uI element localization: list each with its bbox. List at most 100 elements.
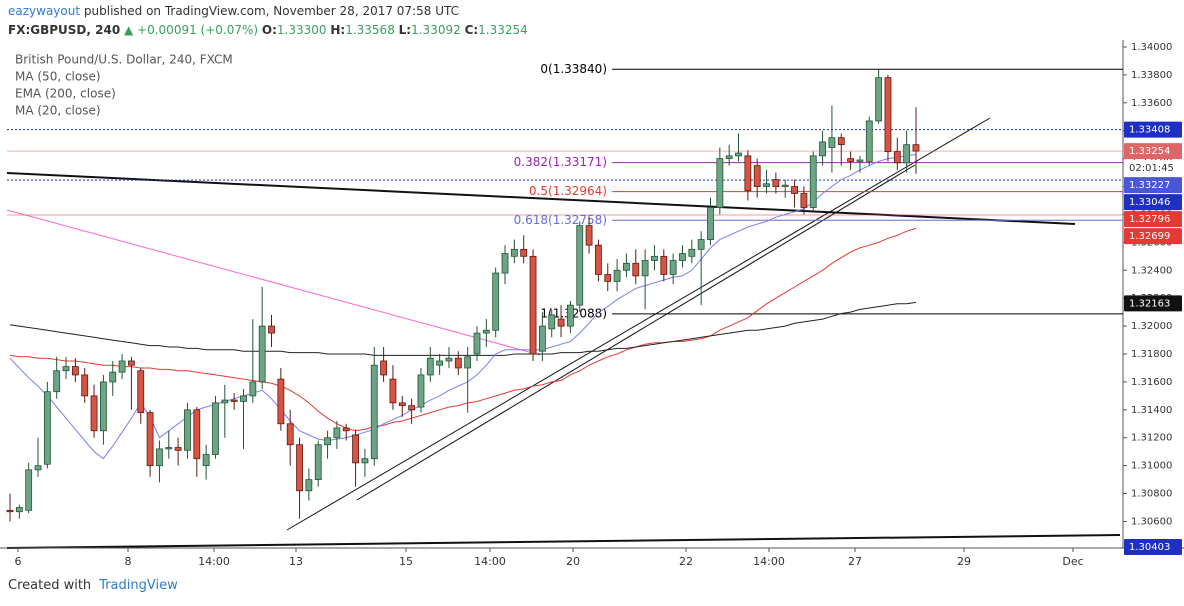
candle-body bbox=[202, 454, 210, 467]
candle-body bbox=[856, 159, 864, 162]
price-tag-label: 1.33227 bbox=[1129, 180, 1170, 191]
trend-line bbox=[356, 164, 916, 501]
candle-body bbox=[809, 155, 817, 208]
candle-body bbox=[34, 465, 42, 471]
candle-body bbox=[100, 381, 107, 432]
legend-entry: MA (50, close) bbox=[15, 70, 101, 84]
candle-body bbox=[6, 509, 14, 513]
candle-body bbox=[529, 255, 537, 355]
candle-body bbox=[361, 458, 369, 464]
candle-body bbox=[43, 391, 51, 465]
candle-body bbox=[651, 255, 658, 261]
y-tick-label: 1.31400 bbox=[1131, 405, 1172, 416]
x-tick-label: 20 bbox=[566, 555, 580, 568]
candle-body bbox=[473, 332, 481, 355]
candle-body bbox=[240, 395, 247, 402]
candle-body bbox=[370, 364, 378, 460]
y-tick-label: 1.33800 bbox=[1131, 70, 1172, 81]
candle-body bbox=[156, 448, 163, 467]
candle-body bbox=[258, 325, 266, 383]
low: 1.33092 bbox=[411, 23, 461, 37]
o-label: O: bbox=[261, 23, 277, 37]
candle-body bbox=[417, 374, 425, 408]
candle-body bbox=[903, 144, 911, 164]
candle-body bbox=[296, 444, 303, 492]
x-tick-label: Dec bbox=[1062, 555, 1083, 568]
price-tag bbox=[1124, 211, 1182, 228]
fib-label: 0.5(1.32964) bbox=[529, 184, 607, 198]
published: published on TradingView.com, November 2… bbox=[83, 4, 459, 18]
x-tick-label: 29 bbox=[957, 555, 971, 568]
change: ▲ +0.00091 (+0.07%) bbox=[124, 23, 259, 37]
candle-body bbox=[912, 144, 920, 152]
price-tag bbox=[1124, 295, 1182, 312]
candle-body bbox=[71, 366, 79, 376]
candle-body bbox=[324, 437, 331, 446]
candle-body bbox=[482, 329, 490, 334]
x-tick-label: 22 bbox=[679, 555, 693, 568]
candle-body bbox=[744, 155, 752, 192]
candle-body bbox=[847, 158, 854, 162]
y-tick-label: 1.33600 bbox=[1131, 98, 1172, 109]
y-tick-label: 1.32000 bbox=[1131, 321, 1172, 332]
candle-body bbox=[501, 253, 509, 274]
candle-body bbox=[819, 141, 826, 157]
candle-body bbox=[669, 260, 677, 275]
candle-body bbox=[25, 469, 33, 511]
candle-body bbox=[632, 262, 640, 277]
y-tick-label: 1.30600 bbox=[1131, 516, 1172, 527]
candle-body bbox=[772, 179, 780, 187]
candle-body bbox=[716, 158, 724, 208]
fib-label: 0(1.33840) bbox=[540, 62, 607, 76]
candle-body bbox=[688, 248, 696, 257]
candle-body bbox=[380, 360, 388, 376]
price-tag-label: 1.33046 bbox=[1129, 197, 1170, 208]
ma-line bbox=[9, 227, 917, 432]
candle-body bbox=[828, 137, 836, 148]
candle-body bbox=[576, 225, 584, 306]
candle-body bbox=[184, 409, 191, 451]
candle-body bbox=[837, 137, 845, 146]
candle-body bbox=[426, 357, 434, 376]
candle-body bbox=[90, 395, 98, 432]
trend-line bbox=[6, 534, 1121, 549]
brand[interactable]: TradingView bbox=[99, 578, 178, 593]
candle-body bbox=[342, 427, 350, 432]
publish-line: eazywayout published on TradingView.com,… bbox=[8, 2, 528, 21]
y-tick-label: 1.31000 bbox=[1131, 461, 1172, 472]
y-tick-label: 1.33200 bbox=[1131, 154, 1172, 165]
candle-body bbox=[389, 378, 397, 404]
candle-body bbox=[230, 399, 238, 402]
price-tag-label: 1.30403 bbox=[1129, 542, 1170, 553]
candle-body bbox=[146, 412, 154, 467]
candle-body bbox=[548, 314, 556, 330]
candle-body bbox=[212, 402, 219, 455]
legend-entry: MA (20, close) bbox=[15, 104, 101, 118]
price-tag bbox=[1124, 177, 1182, 194]
user[interactable]: eazywayout bbox=[8, 4, 81, 18]
trend-line bbox=[286, 117, 991, 531]
candle-body bbox=[623, 262, 630, 271]
candle-body bbox=[286, 423, 294, 446]
candle-body bbox=[277, 378, 285, 425]
candle-body bbox=[595, 244, 602, 275]
candle-body bbox=[221, 399, 229, 404]
y-tick-label: 1.31600 bbox=[1131, 377, 1172, 388]
ma-line bbox=[9, 301, 917, 356]
price-tag-label: 1.32796 bbox=[1129, 214, 1170, 225]
footer: Created with TradingView bbox=[8, 578, 178, 593]
candle-body bbox=[15, 507, 23, 513]
candle-body bbox=[268, 325, 275, 334]
countdown: 02:01:45 bbox=[1129, 163, 1174, 174]
candle-body bbox=[725, 155, 733, 160]
legend-entry: EMA (200, close) bbox=[15, 87, 116, 101]
candle-body bbox=[800, 193, 808, 208]
x-tick-label: 15 bbox=[399, 555, 413, 568]
candle-body bbox=[641, 260, 649, 277]
x-tick-label: 13 bbox=[289, 555, 303, 568]
candle-body bbox=[137, 370, 145, 414]
candle-body bbox=[613, 269, 621, 282]
trend-line bbox=[6, 209, 541, 356]
candle-body bbox=[763, 183, 770, 187]
